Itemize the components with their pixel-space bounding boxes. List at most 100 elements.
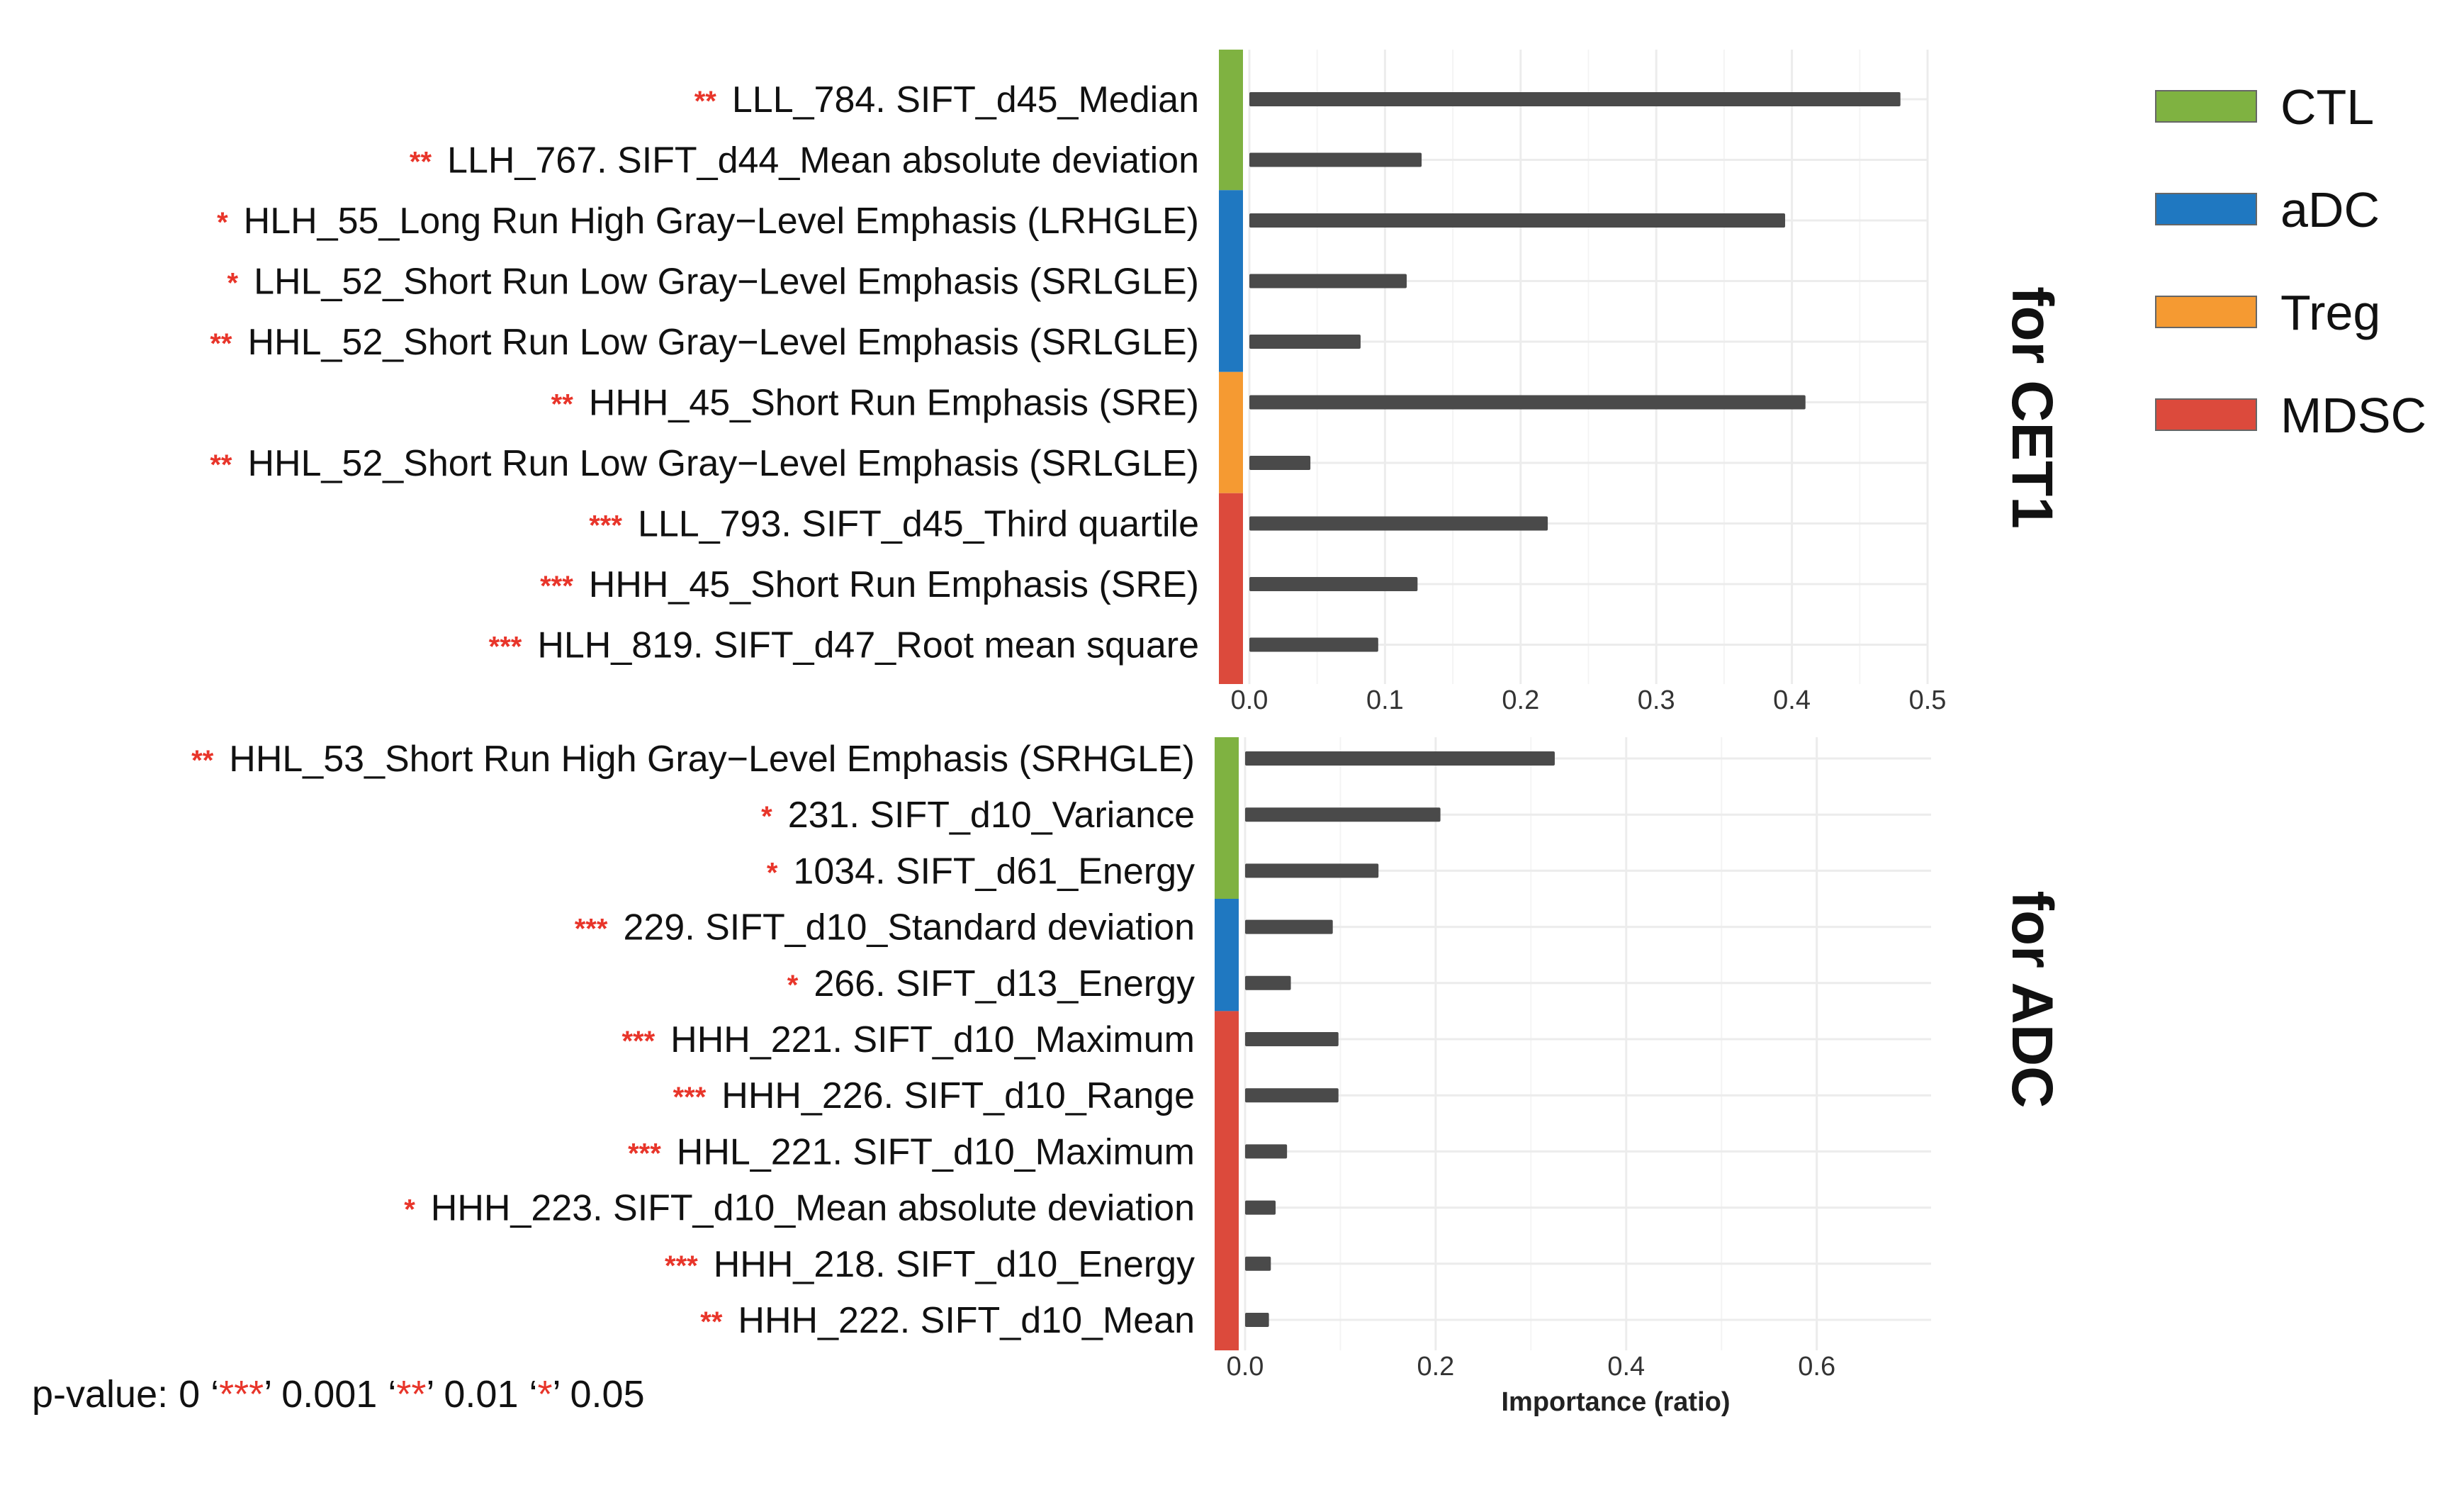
bar	[1245, 1200, 1276, 1215]
bar-label: * 266. SIFT_d13_Energy	[787, 963, 1195, 1004]
pvalue-prefix: p-value: 0 ‘	[32, 1373, 219, 1416]
x-tick-label: 0.5	[1909, 685, 1947, 715]
group-strip-ctl	[1215, 737, 1239, 899]
feature-name: HLH_55_Long Run High Gray−Level Emphasis…	[244, 201, 1199, 242]
bar	[1245, 751, 1555, 766]
bar	[1245, 975, 1291, 990]
panel-2: ** HHL_53_Short Run High Gray−Level Empha…	[191, 737, 2064, 1417]
panel-1: ** LLL_784. SIFT_d45_Median ** LLH_767. SIF…	[210, 50, 2064, 715]
significance-stars: **	[700, 1306, 723, 1338]
feature-name: HHL_53_Short Run High Gray−Level Emphasi…	[229, 739, 1195, 780]
legend-swatch-ctl	[2155, 90, 2257, 123]
significance-stars: ***	[673, 1082, 707, 1113]
bar	[1245, 1144, 1288, 1159]
bar-label: *** 229. SIFT_d10_Standard deviation	[575, 907, 1195, 948]
bar	[1249, 516, 1548, 531]
bar	[1249, 335, 1361, 349]
significance-stars: ***	[575, 914, 608, 945]
bar-label: *** HHH_221. SIFT_d10_Maximum	[621, 1019, 1195, 1060]
bar	[1245, 863, 1379, 878]
group-strip-treg	[1219, 371, 1243, 493]
bar-label: ** LLH_767. SIFT_d44_Mean absolute deviat…	[410, 140, 1199, 181]
bar-label: * HLH_55_Long Run High Gray−Level Emphasi…	[217, 201, 1199, 242]
bar	[1249, 577, 1418, 591]
bar	[1249, 637, 1378, 652]
bar-label: ** HHL_52_Short Run Low Gray−Level Emphas…	[210, 443, 1199, 484]
significance-stars: **	[694, 86, 717, 117]
bar	[1249, 213, 1786, 228]
legend-swatch-mdsc	[2155, 398, 2257, 431]
significance-stars: **	[410, 147, 432, 178]
bar-label: *** HHH_45_Short Run Emphasis (SRE)	[540, 564, 1199, 605]
bar	[1245, 1088, 1339, 1103]
feature-name: HHL_221. SIFT_d10_Maximum	[677, 1131, 1195, 1172]
feature-name: LLL_784. SIFT_d45_Median	[732, 79, 1199, 121]
bar	[1245, 1256, 1271, 1271]
significance-stars: **	[210, 328, 232, 359]
bar	[1249, 395, 1806, 410]
feature-name: HHL_52_Short Run Low Gray−Level Emphasis…	[247, 322, 1199, 363]
bar-label: ** HHH_222. SIFT_d10_Mean	[700, 1300, 1195, 1341]
feature-name: HLH_819. SIFT_d47_Root mean square	[537, 625, 1199, 666]
x-tick-label: 0.1	[1366, 685, 1404, 715]
feature-name: 229. SIFT_d10_Standard deviation	[623, 907, 1195, 948]
x-tick-label: 0.0	[1227, 1352, 1264, 1382]
x-axis-title: Importance (ratio)	[1501, 1387, 1730, 1417]
bar-label: *** HHL_221. SIFT_d10_Maximum	[628, 1131, 1195, 1172]
bar-label: ** LLL_784. SIFT_d45_Median	[694, 79, 1199, 121]
pvalue-mid-2: ’ 0.01 ‘	[426, 1373, 537, 1416]
bar	[1249, 152, 1422, 167]
significance-stars: ***	[628, 1138, 661, 1169]
bar	[1249, 456, 1311, 470]
legend-label-treg: Treg	[2280, 285, 2380, 340]
bar-label: * 231. SIFT_d10_Variance	[761, 795, 1195, 836]
bar-label: * 1034. SIFT_d61_Energy	[767, 851, 1195, 892]
group-strip-adc	[1219, 190, 1243, 372]
pvalue-star-1: *	[537, 1373, 552, 1416]
significance-stars: ***	[589, 510, 622, 542]
x-tick-label: 0.2	[1417, 1352, 1454, 1382]
feature-name: 231. SIFT_d10_Variance	[788, 795, 1195, 836]
feature-name: 1034. SIFT_d61_Energy	[793, 851, 1195, 892]
pvalue-mid-3: ’ 0.05	[553, 1373, 645, 1416]
panel-title: for ADC	[2000, 891, 2064, 1109]
legend-label-mdsc: MDSC	[2280, 388, 2426, 443]
group-strip-adc	[1215, 899, 1239, 1012]
feature-name: LLL_793. SIFT_d45_Third quartile	[638, 504, 1199, 545]
significance-stars: ***	[621, 1026, 655, 1057]
bar-label: *** HLH_819. SIFT_d47_Root mean square	[489, 625, 1199, 666]
bar-label: * LHL_52_Short Run Low Gray−Level Emphasi…	[227, 262, 1199, 303]
significance-stars: ***	[540, 571, 573, 602]
significance-stars: *	[761, 801, 772, 832]
x-tick-label: 0.0	[1231, 685, 1268, 715]
pvalue-star-3: ***	[219, 1373, 264, 1416]
significance-stars: **	[210, 449, 232, 481]
feature-name: HHH_223. SIFT_d10_Mean absolute deviatio…	[431, 1188, 1195, 1229]
feature-name: HHH_226. SIFT_d10_Range	[721, 1075, 1195, 1116]
bar-label: ** HHH_45_Short Run Emphasis (SRE)	[551, 383, 1199, 424]
pvalue-legend: p-value: 0 ‘***’ 0.001 ‘**’ 0.01 ‘*’ 0.0…	[32, 1373, 645, 1416]
legend: CTL aDC Treg MDSC	[2155, 79, 2426, 443]
bar	[1245, 1313, 1269, 1327]
group-strip-mdsc	[1215, 1011, 1239, 1350]
panel-title: for CET1	[2000, 286, 2064, 529]
legend-swatch-adc	[2155, 193, 2257, 225]
feature-name: 266. SIFT_d13_Energy	[814, 963, 1195, 1004]
feature-name: HHH_45_Short Run Emphasis (SRE)	[589, 383, 1199, 424]
legend-swatch-treg	[2155, 296, 2257, 328]
x-tick-label: 0.3	[1638, 685, 1675, 715]
significance-stars: *	[787, 970, 799, 1001]
plot-area	[1245, 737, 1931, 1350]
feature-name: LLH_767. SIFT_d44_Mean absolute deviatio…	[447, 140, 1199, 181]
significance-stars: *	[217, 207, 228, 238]
bar-label: ** HHL_53_Short Run High Gray−Level Empha…	[191, 739, 1195, 780]
significance-stars: **	[551, 389, 574, 420]
bar-label: *** LLL_793. SIFT_d45_Third quartile	[589, 504, 1199, 545]
x-tick-label: 0.4	[1773, 685, 1811, 715]
feature-name: HHH_221. SIFT_d10_Maximum	[670, 1019, 1195, 1060]
significance-stars: *	[767, 857, 778, 888]
x-tick-label: 0.2	[1502, 685, 1539, 715]
bar-label: ** HHL_52_Short Run Low Gray−Level Emphas…	[210, 322, 1199, 363]
significance-stars: **	[191, 745, 214, 776]
